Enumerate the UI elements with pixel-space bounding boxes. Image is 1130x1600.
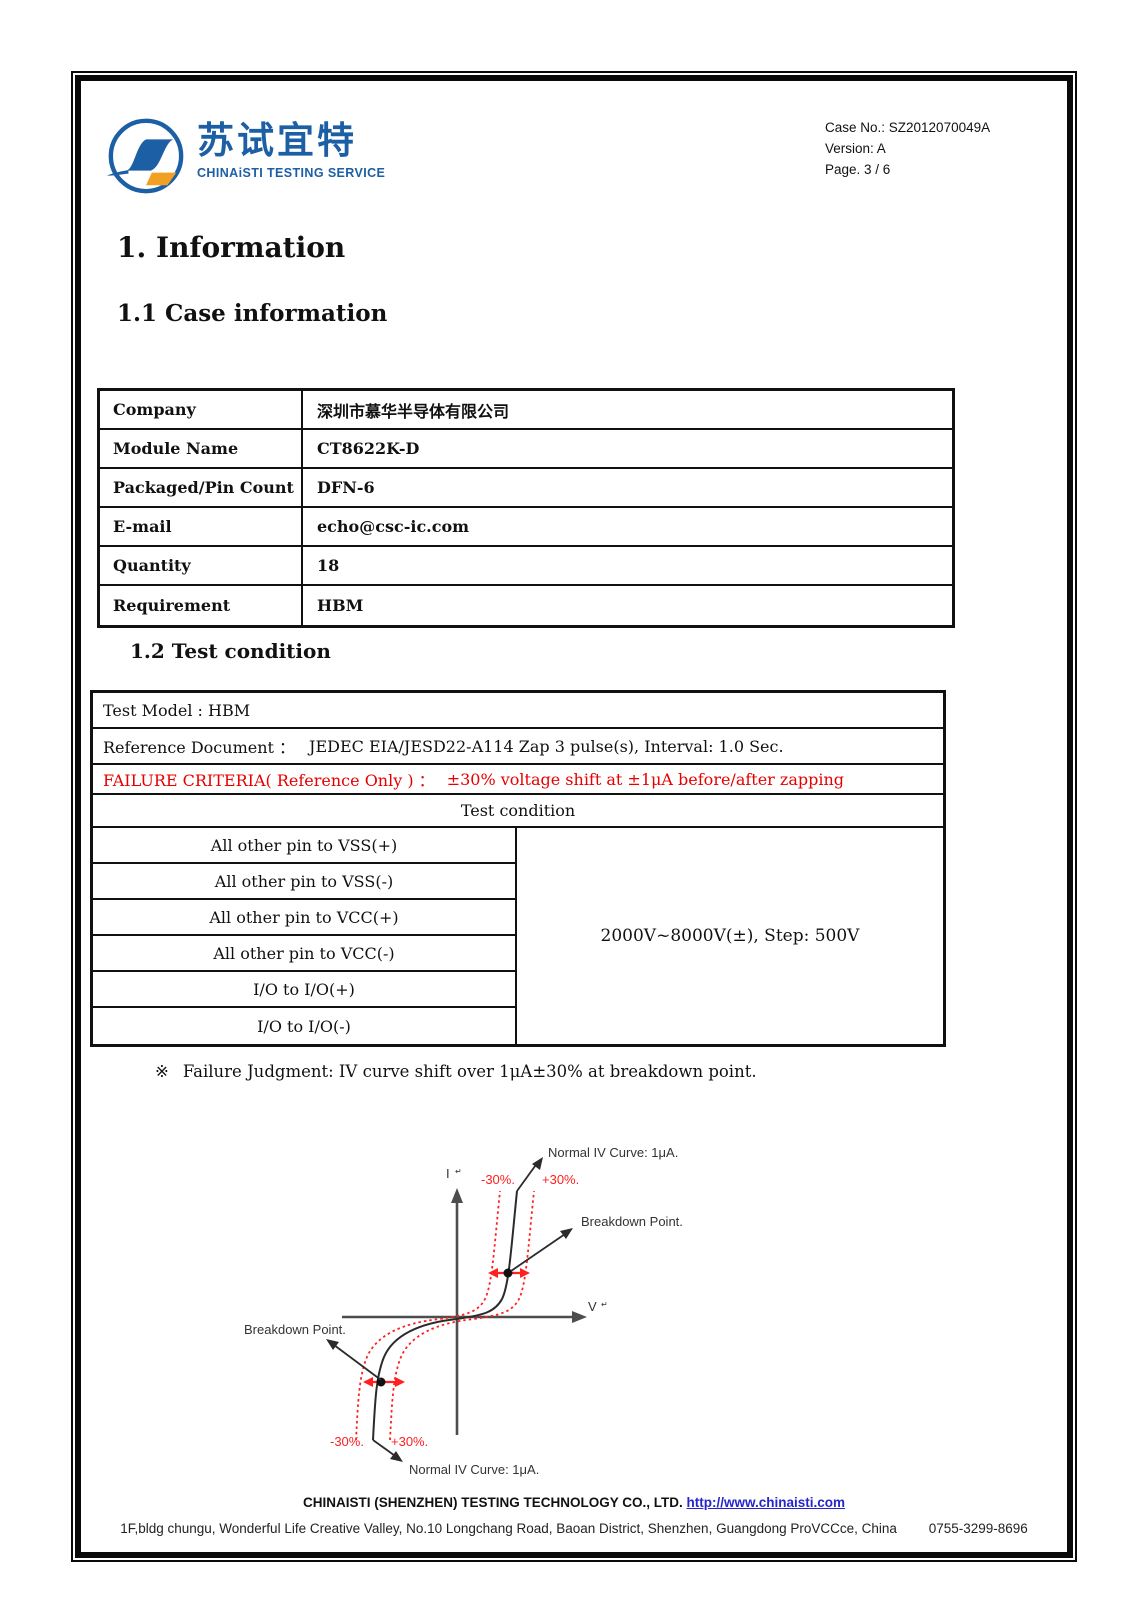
page-number: Page. 3 / 6 <box>825 162 891 177</box>
failure-judgment-note: ※ Failure Judgment: IV curve shift over … <box>155 1062 757 1081</box>
failure-judgment-text: Failure Judgment: IV curve shift over 1μ… <box>182 1062 757 1081</box>
failure-criteria-row: FAILURE CRITERIA( Reference Only ) ： ±30… <box>93 765 943 795</box>
condition-item: All other pin to VCC(-) <box>93 936 515 972</box>
i-axis-label: I <box>446 1166 450 1181</box>
case-label-module-name: Module Name <box>100 430 303 467</box>
breakdown-point-top <box>488 1228 573 1278</box>
table-row: Packaged/Pin Count DFN-6 <box>100 469 952 508</box>
condition-item: All other pin to VCC(+) <box>93 900 515 936</box>
v-axis-label: V <box>588 1299 597 1314</box>
case-label-requirement: Requirement <box>100 586 303 625</box>
case-value-quantity: 18 <box>317 556 340 575</box>
condition-list: All other pin to VSS(+) All other pin to… <box>93 828 517 1044</box>
test-condition-table: Test Model : HBM Reference Document ： JE… <box>90 690 946 1047</box>
table-row: Module Name CT8622K-D <box>100 430 952 469</box>
v-axis <box>342 1311 587 1323</box>
return-mark: ↵ <box>455 1167 462 1176</box>
version: Version: A <box>825 141 886 156</box>
iv-curve-diagram: I ↵ V ↵ Normal IV Curve: 1μA. Normal IV … <box>230 1110 700 1504</box>
footer-address: 1F,bldg chungu, Wonderful Life Creative … <box>120 1521 897 1536</box>
failure-criteria-value: ±30% voltage shift at ±1μA before/after … <box>446 769 845 789</box>
reference-document-row: Reference Document ： JEDEC EIA/JESD22-A1… <box>93 729 943 765</box>
test-model-row: Test Model : HBM <box>93 693 943 729</box>
logo-en-text: CHINAiSTI TESTING SERVICE <box>197 165 386 180</box>
breakdown-label-bottom: Breakdown Point. <box>244 1322 346 1337</box>
i-axis <box>451 1188 463 1435</box>
reference-label: Reference Document ： <box>103 738 296 757</box>
section-title-information: 1. Information <box>117 231 346 264</box>
table-row: Company 深圳市慕华半导体有限公司 <box>100 391 952 430</box>
case-value-email: echo@csc-ic.com <box>317 517 470 536</box>
case-info-table: Company 深圳市慕华半导体有限公司 Module Name CT8622K… <box>97 388 955 628</box>
table-row: Requirement HBM <box>100 586 952 625</box>
logo-mark-icon <box>105 115 187 201</box>
plus30-label-bottom: +30%. <box>391 1434 428 1449</box>
reference-mark: ※ <box>155 1062 169 1081</box>
section-title-test-condition: 1.2 Test condition <box>130 639 331 663</box>
footer-company: CHINAISTI (SHENZHEN) TESTING TECHNOLOGY … <box>302 1495 683 1510</box>
condition-grid: All other pin to VSS(+) All other pin to… <box>93 828 943 1044</box>
reference-value: JEDEC EIA/JESD22-A114 Zap 3 pulse(s), In… <box>309 736 784 756</box>
case-value-module-name: CT8622K-D <box>317 439 420 458</box>
condition-item: I/O to I/O(+) <box>93 972 515 1008</box>
case-value-package: DFN-6 <box>317 478 375 497</box>
normal-curve-leader-top <box>516 1157 543 1192</box>
minus30-label-bottom: -30%. <box>330 1434 364 1449</box>
test-condition-header: Test condition <box>93 795 943 828</box>
table-row: E-mail echo@csc-ic.com <box>100 508 952 547</box>
voltage-range-cell: 2000V~8000V(±), Step: 500V <box>600 926 860 946</box>
breakdown-point-bottom <box>326 1339 405 1387</box>
case-value-company: 深圳市慕华半导体有限公司 <box>317 403 510 421</box>
failure-criteria-label: FAILURE CRITERIA( Reference Only ) ： <box>103 771 435 790</box>
case-label-package: Packaged/Pin Count <box>100 469 303 506</box>
footer-phone: 0755-3299-8696 <box>928 1521 1028 1536</box>
case-label-email: E-mail <box>100 508 303 545</box>
test-condition-header-label: Test condition <box>460 801 576 820</box>
test-model-text: Test Model : HBM <box>103 700 251 720</box>
normal-curve-leader-bottom <box>372 1439 403 1462</box>
breakdown-label-top: Breakdown Point. <box>581 1214 683 1229</box>
footer-address-line: 1F,bldg chungu, Wonderful Life Creative … <box>81 1521 1067 1536</box>
return-mark: ↵ <box>601 1300 608 1309</box>
plus30-label-top: +30%. <box>542 1172 579 1187</box>
normal-iv-label-top: Normal IV Curve: 1μA. <box>548 1145 678 1160</box>
case-label-company: Company <box>100 391 303 428</box>
footer-website-link[interactable]: http://www.chinaisti.com <box>686 1495 846 1510</box>
logo-cn-text: 苏试宜特 <box>197 120 357 161</box>
footer-company-line: CHINAISTI (SHENZHEN) TESTING TECHNOLOGY … <box>81 1495 1067 1510</box>
case-label-quantity: Quantity <box>100 547 303 584</box>
condition-item: All other pin to VSS(+) <box>93 828 515 864</box>
company-logo: 苏试宜特 CHINAiSTI TESTING SERVICE <box>105 115 385 201</box>
page-frame: 苏试宜特 CHINAiSTI TESTING SERVICE Case No.:… <box>71 71 1077 1562</box>
normal-iv-label-bottom: Normal IV Curve: 1μA. <box>409 1462 539 1477</box>
condition-item: I/O to I/O(-) <box>257 1016 351 1036</box>
section-title-case-information: 1.1 Case information <box>117 300 388 327</box>
table-row: Quantity 18 <box>100 547 952 586</box>
condition-item: All other pin to VSS(-) <box>93 864 515 900</box>
normal-iv-curve <box>372 1190 518 1441</box>
case-meta: Case No.: SZ2012070049A Version: A Page.… <box>825 117 990 180</box>
minus30-label-top: -30%. <box>481 1172 515 1187</box>
case-value-requirement: HBM <box>317 596 364 615</box>
case-number: Case No.: SZ2012070049A <box>825 120 991 135</box>
